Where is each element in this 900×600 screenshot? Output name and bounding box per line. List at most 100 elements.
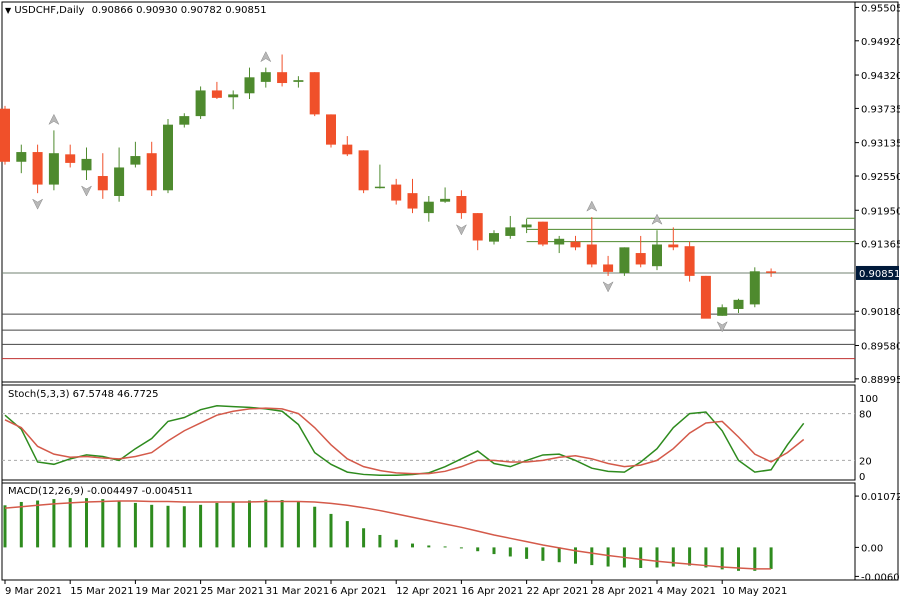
- candle: [277, 54, 288, 87]
- candle: [505, 215, 516, 239]
- fractal-up-arrow: [48, 113, 60, 126]
- macd-histogram-bar: [606, 547, 610, 567]
- candle-body: [749, 271, 760, 305]
- macd-histogram-bar: [52, 499, 56, 548]
- macd-histogram-bar: [231, 501, 235, 548]
- macd-histogram-bar: [345, 521, 349, 548]
- candle-body: [81, 158, 92, 171]
- candle: [700, 275, 711, 319]
- macd-histogram-bar: [264, 499, 268, 548]
- candle: [407, 178, 418, 214]
- candle: [97, 153, 108, 199]
- macd-histogram-bar: [411, 543, 414, 548]
- macd-histogram-bar: [36, 500, 40, 548]
- fractal-down-arrow: [455, 224, 468, 236]
- macd-histogram-bar: [671, 547, 675, 567]
- candle-body: [472, 213, 483, 241]
- macd-histogram-bar: [19, 501, 23, 548]
- macd-histogram-bar: [720, 547, 724, 570]
- stoch-line-signal: [4, 407, 805, 475]
- candle-body: [326, 114, 336, 145]
- y-tick-label: 0.94920: [861, 37, 900, 48]
- fractal-up-arrow: [586, 200, 598, 212]
- macd-y-label: -0.006066: [861, 572, 900, 583]
- candle-body: [570, 241, 581, 248]
- candle-body: [244, 77, 255, 94]
- candle: [391, 178, 402, 205]
- candle: [342, 136, 353, 157]
- macd-histogram-bar: [280, 500, 284, 548]
- macd-signal-line: [4, 500, 772, 570]
- candle: [146, 141, 157, 196]
- candle-body: [505, 227, 516, 236]
- candle: [423, 195, 434, 222]
- candle-body: [407, 193, 418, 209]
- candle: [766, 268, 777, 277]
- x-tick-label: 12 Apr 2021: [396, 586, 458, 597]
- candle-body: [97, 176, 108, 191]
- symbol-label: USDCHF,Daily: [14, 5, 85, 16]
- candle: [293, 76, 304, 88]
- candle-body: [163, 124, 173, 191]
- candle: [635, 235, 646, 268]
- candle-body: [603, 264, 614, 272]
- x-tick-label: 10 May 2021: [722, 586, 787, 597]
- candle: [163, 118, 173, 194]
- macd-histogram-bar: [459, 547, 463, 549]
- x-tick-label: 4 May 2021: [657, 586, 716, 597]
- candle: [16, 144, 27, 174]
- y-tick-label: 0.91365: [861, 240, 900, 251]
- macd-histogram-bar: [639, 547, 643, 568]
- candle-body: [733, 299, 744, 309]
- y-tick-label: 0.93135: [861, 139, 900, 150]
- candle-body: [48, 153, 59, 185]
- macd-histogram-bar: [492, 547, 496, 555]
- candle-body: [391, 184, 402, 201]
- macd-histogram-bar: [68, 498, 72, 548]
- macd-histogram-bar: [541, 547, 545, 561]
- candle-body: [619, 247, 630, 274]
- candle-body: [342, 144, 353, 155]
- candle: [586, 217, 597, 268]
- stoch-y-label: 20: [859, 456, 872, 467]
- fractal-down-arrow: [602, 281, 614, 293]
- candle: [65, 144, 76, 168]
- candle: [537, 221, 548, 247]
- macd-histogram-bar: [3, 505, 7, 548]
- macd-histogram-bar: [688, 547, 692, 566]
- macd-histogram-bar: [769, 547, 773, 569]
- candle-body: [179, 116, 190, 125]
- x-tick-label: 25 Mar 2021: [201, 586, 264, 597]
- candle: [472, 213, 483, 251]
- macd-histogram-bar: [101, 499, 105, 548]
- y-tick-label: 0.94320: [861, 71, 900, 82]
- candle-body: [114, 167, 125, 196]
- fractal-up-arrow: [260, 51, 272, 63]
- panel-frame-2: [1, 482, 856, 581]
- ohlc-readout: 0.90866 0.90930 0.90782 0.90851: [91, 5, 267, 16]
- candle-body: [635, 253, 646, 265]
- candle-body: [440, 198, 451, 202]
- main-chart-title: ▼ USDCHF,Daily 0.90866 0.90930 0.90782 0…: [5, 5, 267, 16]
- macd-y-label: 0.010727: [861, 492, 900, 503]
- x-tick-label: 6 Apr 2021: [331, 586, 386, 597]
- panel-frame-0: [1, 1, 856, 383]
- macd-histogram-bar: [737, 547, 740, 571]
- y-tick-label: 0.91950: [861, 206, 900, 217]
- candle-body: [16, 152, 27, 162]
- stoch-y-label: 0: [859, 472, 865, 483]
- x-tick-label: 31 Mar 2021: [266, 586, 329, 597]
- candle: [652, 230, 662, 271]
- triangle-down-icon[interactable]: ▼: [5, 6, 12, 15]
- macd-histogram-bar: [150, 504, 154, 548]
- macd-histogram-bar: [655, 547, 659, 568]
- macd-histogram-bar: [296, 501, 300, 548]
- candle: [440, 187, 451, 203]
- candle-body: [65, 154, 76, 163]
- candle: [521, 218, 532, 234]
- y-tick-label: 0.88995: [861, 375, 900, 386]
- candle-body: [260, 72, 271, 82]
- candle: [0, 105, 10, 165]
- stoch-y-label: 100: [859, 394, 878, 405]
